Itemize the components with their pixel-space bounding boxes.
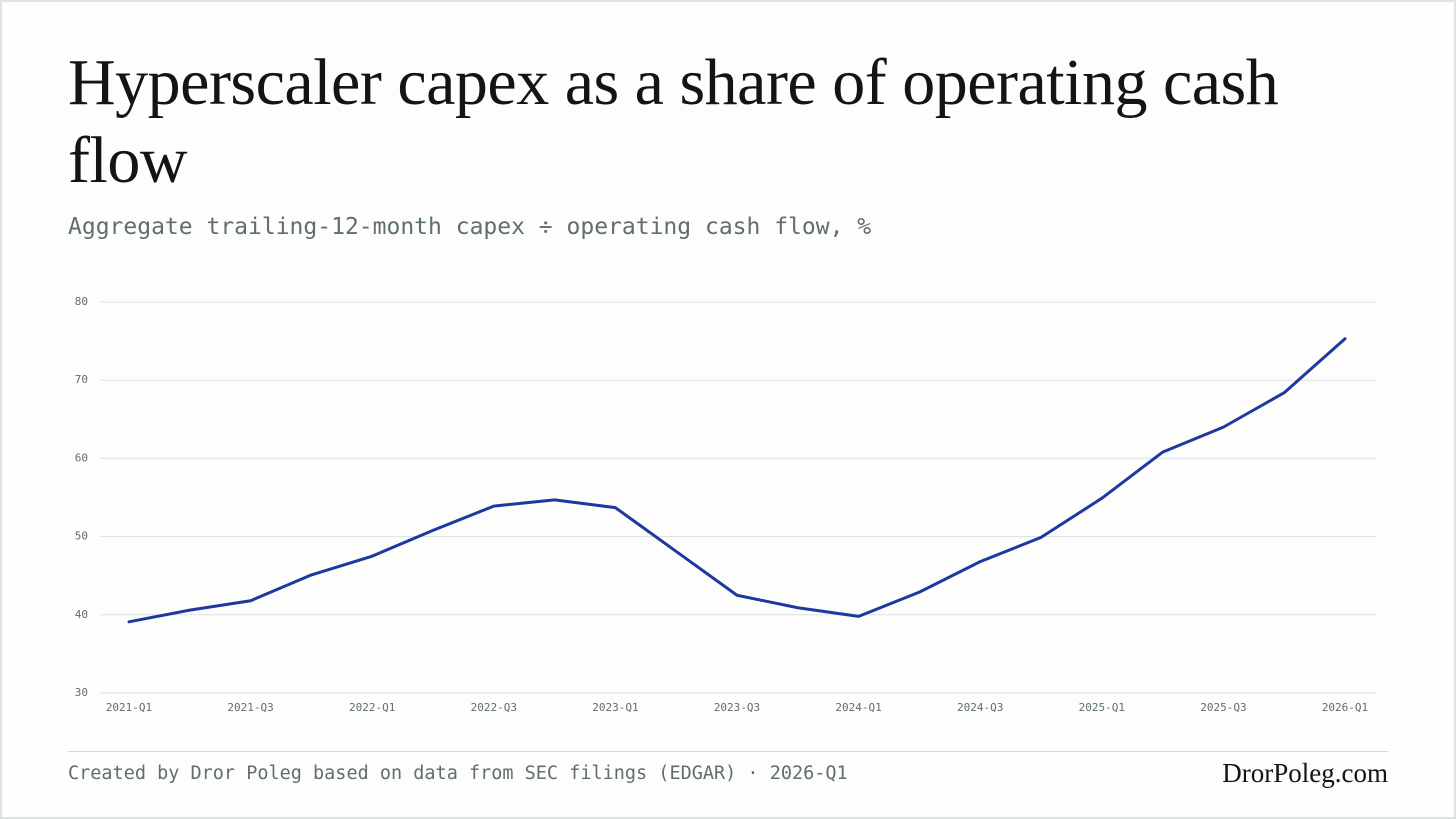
x-tick-label: 2026-Q1 xyxy=(1322,701,1368,714)
y-tick-label: 70 xyxy=(75,373,88,386)
footer-rule xyxy=(68,751,1388,752)
x-tick-label: 2024-Q1 xyxy=(835,701,881,714)
x-tick-label: 2025-Q3 xyxy=(1200,701,1246,714)
line-series xyxy=(127,337,1347,624)
x-tick-label: 2022-Q1 xyxy=(349,701,395,714)
brand: DrorPoleg.com xyxy=(1222,758,1388,788)
y-tick-label: 80 xyxy=(75,295,88,308)
x-tick-label: 2022-Q3 xyxy=(471,701,517,714)
x-tick-label: 2024-Q3 xyxy=(957,701,1003,714)
chart-subtitle: Aggregate trailing-12-month capex ÷ oper… xyxy=(68,214,872,240)
y-tick-label: 40 xyxy=(75,608,88,621)
x-tick-label: 2023-Q1 xyxy=(592,701,638,714)
source-note: Created by Dror Poleg based on data from… xyxy=(68,763,848,784)
x-tick-label: 2025-Q1 xyxy=(1079,701,1125,714)
x-tick-label: 2023-Q3 xyxy=(714,701,760,714)
chart-title: Hyperscaler capex as a share of operatin… xyxy=(68,46,1279,197)
y-tick-label: 50 xyxy=(75,530,88,543)
x-tick-label: 2021-Q3 xyxy=(227,701,273,714)
y-tick-label: 30 xyxy=(75,686,88,699)
y-tick-label: 60 xyxy=(75,451,88,464)
x-tick-label: 2021-Q1 xyxy=(106,701,152,714)
